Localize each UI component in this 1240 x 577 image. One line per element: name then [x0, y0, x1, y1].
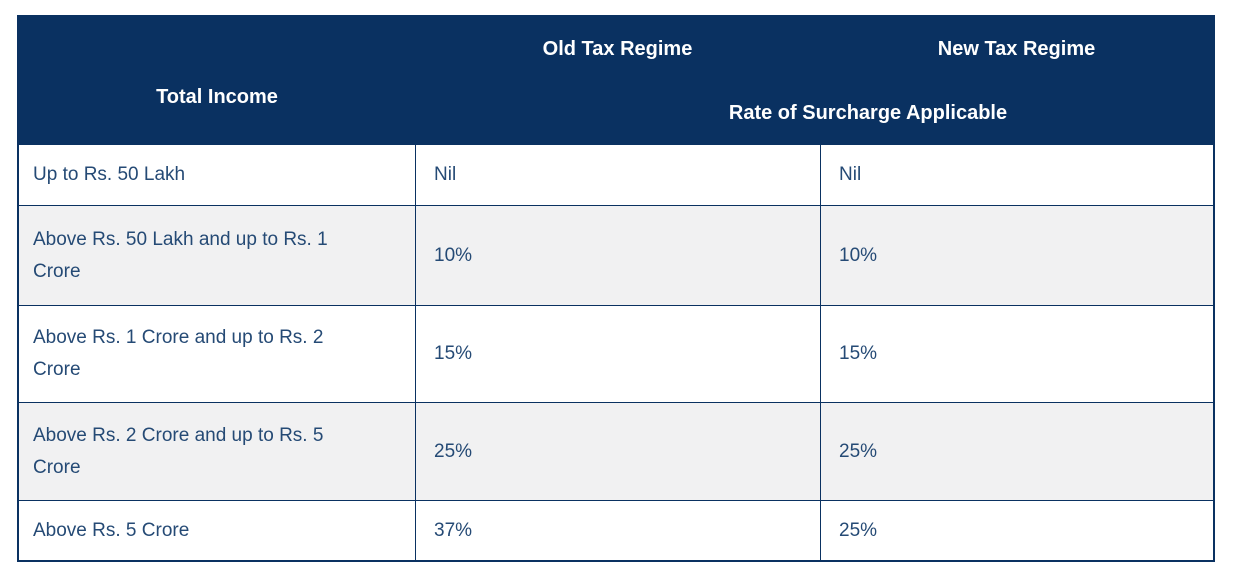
old-regime-rate-cell: 15% — [415, 306, 820, 402]
new-regime-rate-cell: 25% — [820, 501, 1213, 560]
old-regime-rate-cell: 37% — [415, 501, 820, 560]
header-new-tax-regime: New Tax Regime — [937, 37, 1096, 60]
surcharge-rate-table: Total Income Old Tax Regime New Tax Regi… — [17, 15, 1215, 562]
header-old-tax-regime: Old Tax Regime — [542, 37, 693, 60]
income-cell: Above Rs. 1 Crore and up to Rs. 2 Crore — [33, 327, 324, 380]
header-total-income: Total Income — [156, 85, 278, 108]
table-row: Above Rs. 50 Lakh and up to Rs. 1 Crore … — [19, 205, 1213, 305]
header-regime-row: Old Tax Regime New Tax Regime — [415, 17, 1213, 81]
table-row: Above Rs. 2 Crore and up to Rs. 5 Crore … — [19, 402, 1213, 500]
old-regime-rate-cell: Nil — [415, 145, 820, 205]
table-row: Above Rs. 1 Crore and up to Rs. 2 Crore … — [19, 305, 1213, 402]
table-row: Up to Rs. 50 Lakh Nil Nil — [19, 145, 1213, 205]
table-body: Up to Rs. 50 Lakh Nil Nil Above Rs. 50 L… — [19, 145, 1213, 560]
table-row: Above Rs. 5 Crore 37% 25% — [19, 500, 1213, 560]
new-regime-rate-cell: 25% — [820, 403, 1213, 500]
income-cell: Above Rs. 2 Crore and up to Rs. 5 Crore — [33, 424, 324, 478]
old-regime-rate-cell: 25% — [415, 403, 820, 500]
header-rate-of-surcharge: Rate of Surcharge Applicable — [728, 101, 1008, 124]
table-header: Total Income Old Tax Regime New Tax Regi… — [19, 17, 1213, 145]
new-regime-rate-cell: 15% — [820, 306, 1213, 402]
new-regime-rate-cell: 10% — [820, 206, 1213, 305]
income-cell: Up to Rs. 50 Lakh — [33, 164, 186, 185]
new-regime-rate-cell: Nil — [820, 145, 1213, 205]
old-regime-rate-cell: 10% — [415, 206, 820, 305]
income-cell: Above Rs. 5 Crore — [33, 519, 190, 541]
header-right-section: Old Tax Regime New Tax Regime Rate of Su… — [415, 17, 1213, 145]
income-cell: Above Rs. 50 Lakh and up to Rs. 1 Crore — [33, 228, 328, 282]
